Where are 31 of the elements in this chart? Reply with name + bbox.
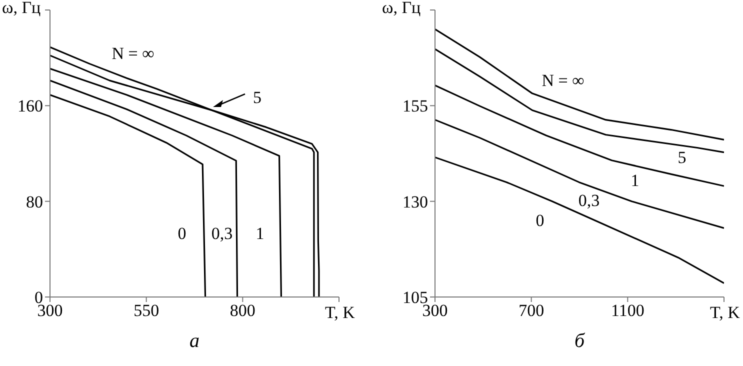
y-tick-label: 160 — [18, 96, 43, 116]
y-tick-label: 80 — [26, 192, 43, 212]
y-axis-title: ω, Гц — [382, 0, 421, 18]
y-axis-title: ω, Гц — [2, 0, 41, 18]
line-series — [435, 84, 724, 187]
line-series — [435, 119, 724, 229]
x-tick-label: 700 — [518, 301, 544, 320]
line-series — [50, 80, 238, 297]
x-axis-title: T, K — [710, 303, 740, 323]
legend-label: 5 — [253, 88, 262, 107]
line-series — [50, 94, 206, 297]
x-tick-label: 1100 — [610, 301, 644, 320]
series-label: 0 — [536, 211, 544, 230]
series-label: 0,3 — [578, 191, 600, 210]
series-label: 0,3 — [211, 224, 233, 243]
x-axis-title: T, K — [325, 303, 355, 323]
series-label: N = ∞ — [542, 71, 584, 90]
series-label: N = ∞ — [112, 44, 154, 63]
line-series — [435, 48, 724, 154]
y-tick-label: 155 — [402, 96, 428, 116]
line-series — [435, 28, 724, 141]
series-label: 1 — [256, 224, 264, 243]
line-series — [50, 68, 282, 297]
series-label: 1 — [630, 171, 640, 190]
series-label: 0 — [178, 224, 186, 243]
text: б — [573, 330, 586, 353]
x-tick-label: 800 — [230, 301, 256, 320]
y-tick-label: 130 — [402, 192, 428, 212]
text: а — [188, 330, 200, 353]
x-tick-label: 550 — [134, 301, 160, 320]
series-label: 5 — [678, 148, 686, 167]
